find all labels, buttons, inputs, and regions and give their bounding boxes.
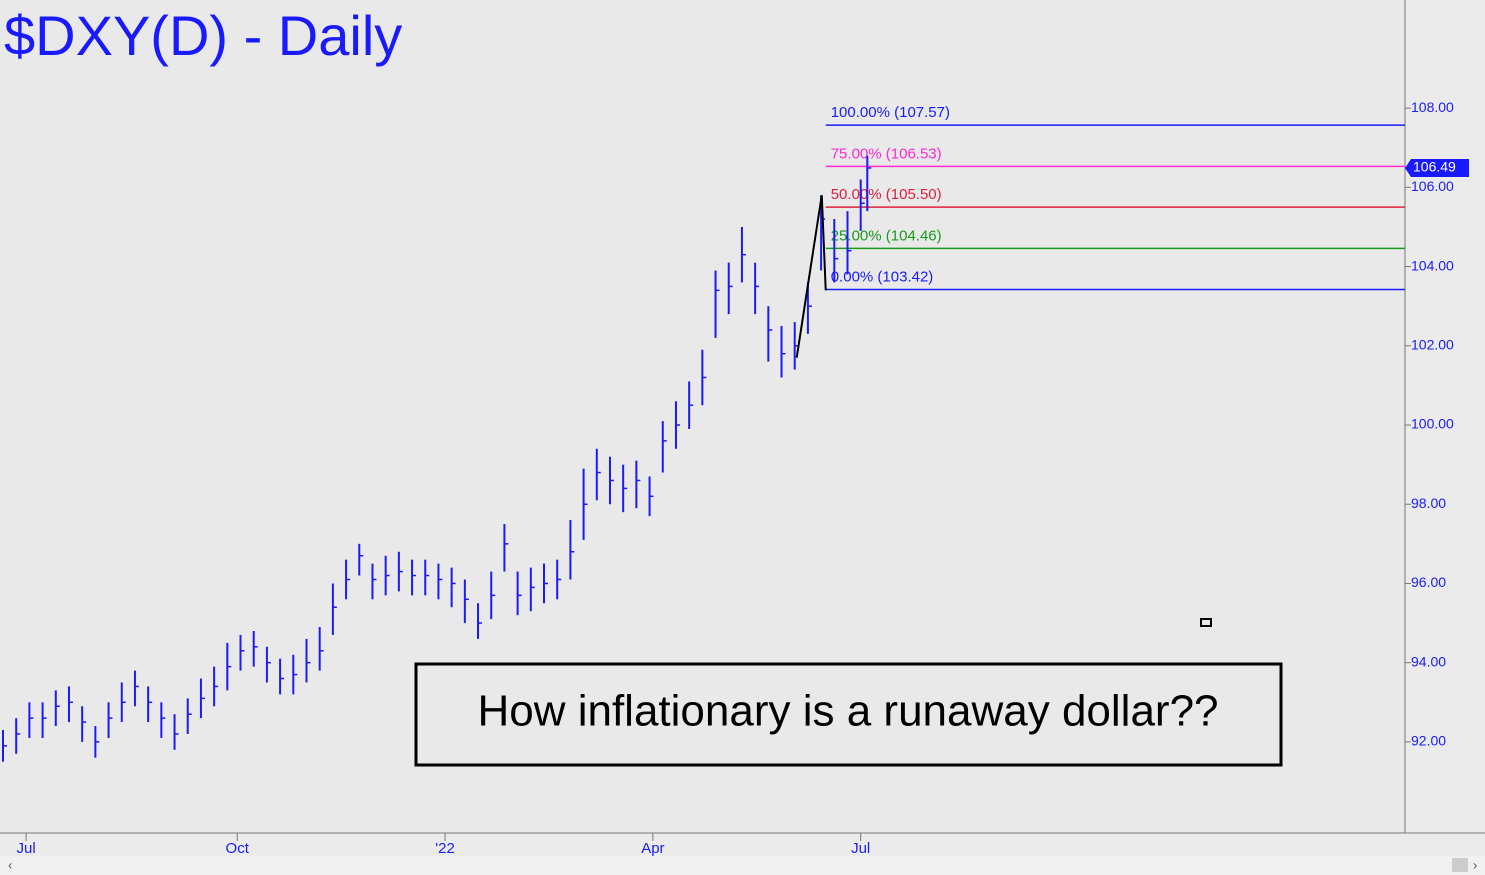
pattern-line <box>795 195 827 358</box>
chart-layer: 92.00 94.00 96.00 98.00 100.00 102.00 104.00 10… <box>2 99 1469 857</box>
y-tick-label: 104.00 <box>1411 257 1454 273</box>
annotation-text: How inflationary is a runaway dollar?? <box>477 687 1218 736</box>
scroll-right[interactable]: › <box>1473 857 1477 872</box>
fib-label: 0.00% (103.42) <box>831 269 934 286</box>
y-tick-label: 106.00 <box>1411 178 1454 194</box>
y-tick-label: 94.00 <box>1411 653 1446 669</box>
fib-label: 75.00% (106.53) <box>831 145 942 162</box>
y-tick-label: 100.00 <box>1411 416 1454 432</box>
x-tick-label: Oct <box>226 840 250 857</box>
plot-area <box>0 0 1405 833</box>
scroll-thumb[interactable] <box>1452 858 1468 872</box>
y-tick-label: 108.00 <box>1411 99 1454 115</box>
x-tick-label: Apr <box>641 840 664 857</box>
last-price-label: 106.49 <box>1413 159 1456 175</box>
scrollbar[interactable] <box>0 856 1485 875</box>
y-tick-label: 102.00 <box>1411 336 1454 352</box>
fib-label: 50.00% (105.50) <box>831 186 942 203</box>
x-tick-label: Jul <box>16 840 35 857</box>
annotation-box <box>414 662 1283 767</box>
y-tick-label: 98.00 <box>1411 495 1446 511</box>
fib-label: 100.00% (107.57) <box>831 104 950 121</box>
y-tick-label: 96.00 <box>1411 574 1446 590</box>
scroll-left[interactable]: ‹ <box>8 857 12 872</box>
marker-square <box>1200 618 1212 627</box>
x-tick-label: '22 <box>435 840 455 857</box>
last-price-box <box>1405 158 1469 177</box>
x-tick-label: Jul <box>851 840 870 857</box>
y-tick-label: 92.00 <box>1411 733 1446 749</box>
fib-label: 25.00% (104.46) <box>831 227 942 244</box>
chart-title: $DXY(D) - Daily <box>4 4 402 67</box>
